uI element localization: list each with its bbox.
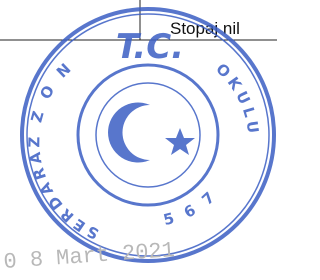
stamp-ring-bottom: 5 6 7: [162, 186, 222, 229]
date-stamp: 0 8 Mart 2021: [3, 238, 176, 275]
ring-text: 5 6 7: [162, 186, 222, 229]
ring-text: SERDARAZ Z O N: [25, 57, 101, 243]
crescent: [108, 103, 150, 163]
stamp: T.C. SERDARAZ Z O N OKULU 5 6 7: [22, 9, 274, 261]
stamp-inner-ring: [78, 65, 218, 205]
star: [165, 128, 195, 155]
page: Stopaj nil T.C. SERDARAZ Z O N OKULU 5 6…: [0, 0, 277, 280]
stamp-title: T.C.: [116, 27, 184, 67]
stamp-ring-left: SERDARAZ Z O N: [25, 57, 101, 243]
